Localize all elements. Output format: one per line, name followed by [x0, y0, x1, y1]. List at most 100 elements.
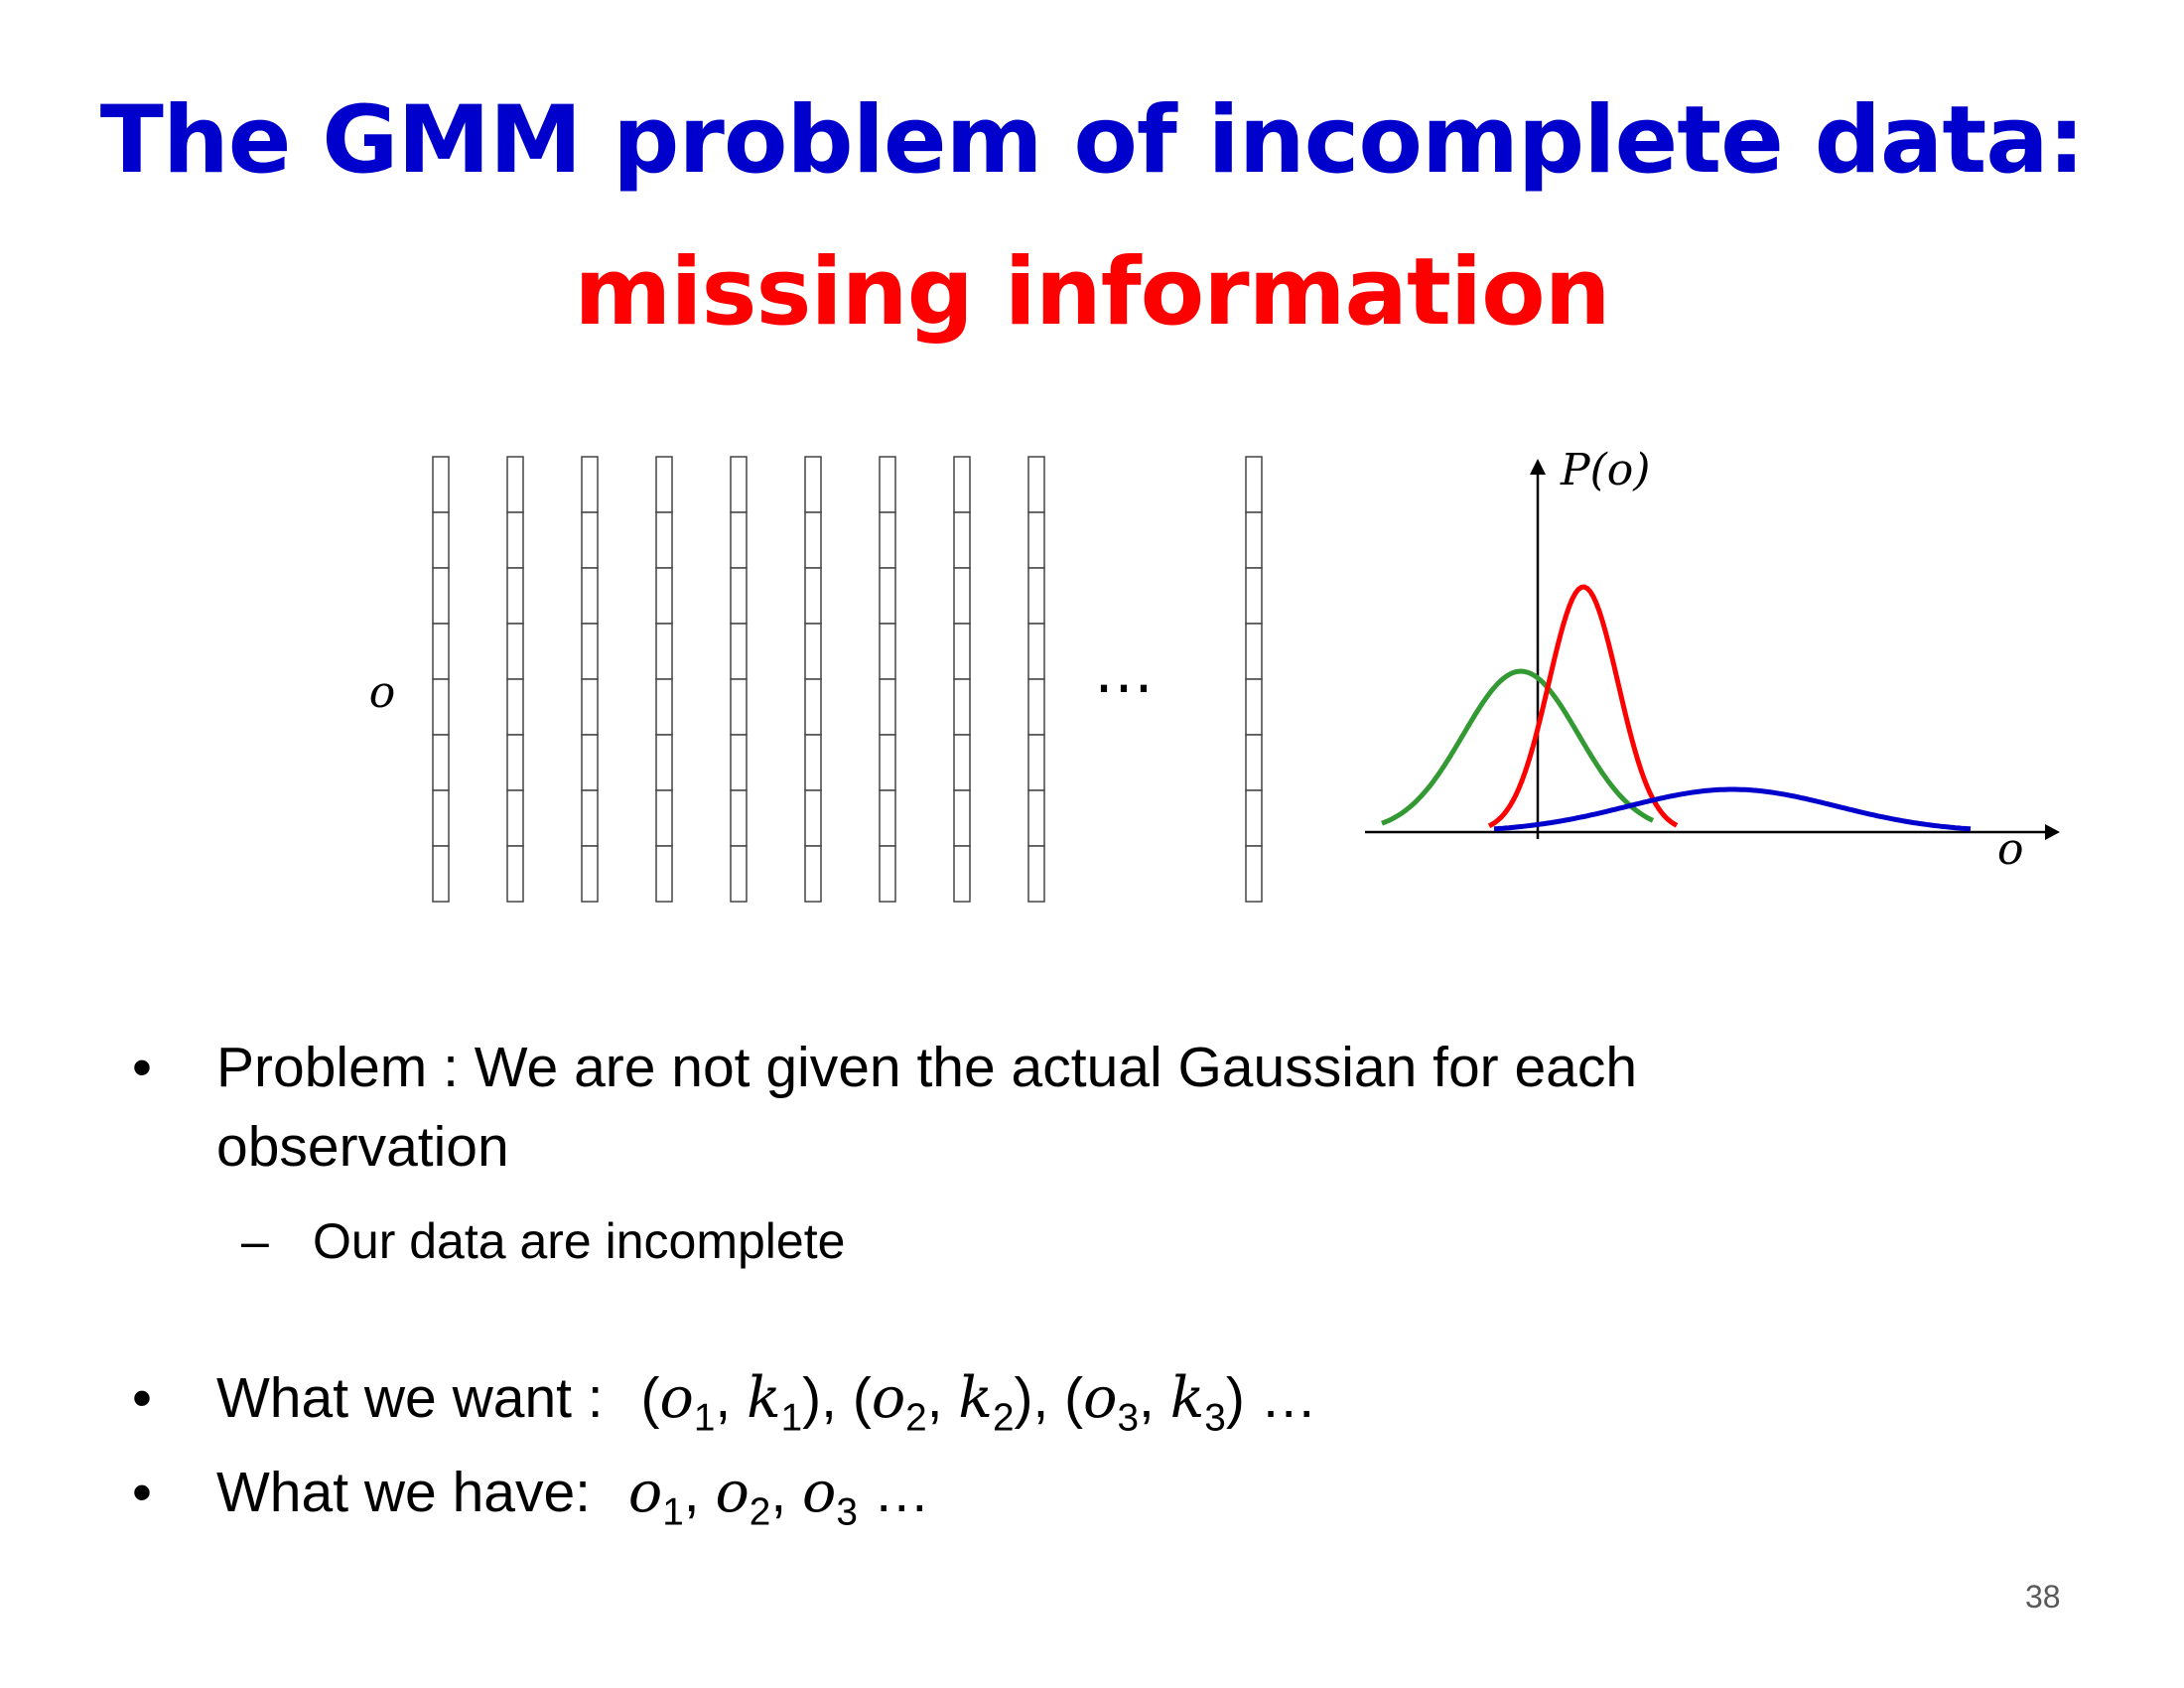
- observation-cell: [879, 623, 896, 680]
- observation-cell: [730, 456, 748, 513]
- observation-cell: [506, 511, 524, 569]
- observation-cell: [953, 845, 971, 903]
- observation-cell: [730, 734, 748, 791]
- observation-cell: [1245, 734, 1263, 791]
- observation-cell: [432, 567, 450, 625]
- observation-cell: [1245, 511, 1263, 569]
- observation-cell: [1027, 678, 1045, 736]
- observation-cell: [581, 734, 599, 791]
- observation-cell: [879, 456, 896, 513]
- observation-cell: [655, 456, 673, 513]
- observation-cell: [432, 734, 450, 791]
- y-axis-arrowhead: [1530, 459, 1546, 475]
- gmm-figure: o ⋯ P(o) o: [369, 445, 2060, 903]
- gaussian-curves: [1381, 584, 1972, 832]
- observation-cell: [506, 567, 524, 625]
- observation-cell: [1245, 678, 1263, 736]
- observation-column: [506, 456, 524, 903]
- observation-column: [879, 456, 896, 903]
- observation-cell: [804, 623, 822, 680]
- want-formula: (o1, k1), (o2, k2), (o3, k3) …: [640, 1365, 1317, 1440]
- observation-cell: [953, 734, 971, 791]
- bullet-have-text: What we have:: [216, 1461, 592, 1524]
- observation-cell: [1027, 845, 1045, 903]
- observation-cell: [804, 456, 822, 513]
- observation-cell: [953, 511, 971, 569]
- observation-cell: [506, 789, 524, 847]
- observation-column: [953, 456, 971, 903]
- observation-cell: [879, 567, 896, 625]
- observation-columns: [432, 456, 1263, 903]
- x-axis-label: o: [1997, 824, 2024, 875]
- observation-cell: [655, 567, 673, 625]
- bullet-have: What we have: o1, o2, o3 …: [216, 1453, 930, 1532]
- observation-cell: [730, 567, 748, 625]
- observation-cell: [655, 789, 673, 847]
- observation-cell: [581, 623, 599, 680]
- have-formula: o1, o2, o3 …: [627, 1460, 930, 1534]
- observation-cell: [581, 456, 599, 513]
- bullet-marker-want: •: [132, 1366, 152, 1430]
- observation-cell: [1027, 511, 1045, 569]
- observation-cell: [953, 567, 971, 625]
- observation-cell: [1027, 623, 1045, 680]
- observation-cell: [432, 789, 450, 847]
- gaussian-curve-blue: [1493, 786, 1972, 832]
- observation-cell: [804, 734, 822, 791]
- slide-title-line-2: missing information: [574, 238, 1610, 347]
- observation-cell: [581, 678, 599, 736]
- sub-bullet-incomplete: Our data are incomplete: [313, 1213, 846, 1269]
- observation-cell: [506, 678, 524, 736]
- observation-cell: [879, 511, 896, 569]
- observation-column: [655, 456, 673, 903]
- observation-cell: [655, 734, 673, 791]
- observation-cell: [581, 567, 599, 625]
- observation-cell: [506, 456, 524, 513]
- observation-cell: [953, 456, 971, 513]
- observation-cell: [730, 845, 748, 903]
- sub-bullet-marker: –: [241, 1213, 269, 1269]
- observation-cell: [879, 734, 896, 791]
- observation-cell: [953, 789, 971, 847]
- observation-cell: [953, 678, 971, 736]
- observation-cell: [581, 845, 599, 903]
- observation-cell: [1027, 456, 1045, 513]
- observation-cell: [432, 845, 450, 903]
- observation-cell: [432, 456, 450, 513]
- observation-cell: [804, 845, 822, 903]
- observation-column: [730, 456, 748, 903]
- observation-column: [432, 456, 450, 903]
- observation-cell: [879, 789, 896, 847]
- observation-cell: [655, 678, 673, 736]
- observation-cell: [432, 511, 450, 569]
- observation-cell: [879, 678, 896, 736]
- observation-cell: [506, 623, 524, 680]
- gaussian-curve-green: [1381, 668, 1655, 826]
- observation-cell: [730, 678, 748, 736]
- observation-cell: [804, 511, 822, 569]
- observation-cell: [1027, 734, 1045, 791]
- observation-cell: [804, 567, 822, 625]
- observation-cell: [1027, 789, 1045, 847]
- column-label: o: [369, 667, 396, 718]
- observation-cell: [953, 623, 971, 680]
- observation-cell: [655, 623, 673, 680]
- observation-cell: [506, 734, 524, 791]
- columns-ellipsis: ⋯: [1094, 652, 1154, 722]
- y-axis-label: P(o): [1560, 445, 1650, 495]
- bullet-problem: Problem : We are not given the actual Ga…: [216, 1036, 1638, 1099]
- observation-cell: [879, 845, 896, 903]
- observation-cell: [730, 789, 748, 847]
- observation-cell: [432, 678, 450, 736]
- density-axes: P(o) o: [1365, 445, 2060, 875]
- observation-cell: [1245, 845, 1263, 903]
- bullet-want-text: What we want :: [216, 1366, 604, 1430]
- observation-column: [1027, 456, 1045, 903]
- bullet-marker-have: •: [132, 1461, 152, 1524]
- observation-cell: [1245, 789, 1263, 847]
- observation-cell: [581, 789, 599, 847]
- observation-cell: [1245, 567, 1263, 625]
- observation-cell: [506, 845, 524, 903]
- bullet-problem-continuation: observation: [216, 1115, 509, 1179]
- x-axis-arrowhead: [2045, 824, 2060, 840]
